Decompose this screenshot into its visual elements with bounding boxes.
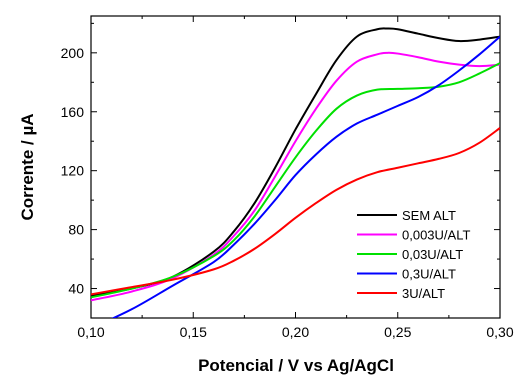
- legend-label-1: 0,003U/ALT: [402, 228, 470, 243]
- legend-label-2: 0,03U/ALT: [402, 247, 463, 262]
- y-tick-label: 200: [61, 45, 85, 61]
- series-line-0: [91, 27, 500, 297]
- series-line-2: [91, 62, 500, 299]
- y-tick-label: 120: [61, 163, 85, 179]
- legend-label-3: 0,3U/ALT: [402, 267, 456, 282]
- series-line-4: [91, 127, 500, 296]
- x-tick-label: 0,20: [282, 324, 309, 340]
- x-tick-label: 0,25: [384, 324, 411, 340]
- y-tick-label: 80: [68, 222, 84, 238]
- series-lines: [91, 27, 500, 318]
- y-tick-label: 160: [61, 104, 85, 120]
- series-line-3: [111, 35, 500, 318]
- legend: SEM ALT 0,003U/ALT 0,03U/ALT 0,3U/ALT 3U/AL…: [357, 208, 470, 301]
- legend-label-4: 3U/ALT: [402, 286, 445, 301]
- legend-label-0: SEM ALT: [402, 208, 456, 223]
- y-tick-label: 40: [68, 281, 84, 297]
- series-line-1: [91, 51, 500, 302]
- x-tick-label: 0,30: [486, 324, 513, 340]
- plot-frame: [90, 15, 501, 319]
- axis-ticks: [90, 16, 501, 318]
- y-axis-title: Corrente / µA: [18, 113, 37, 220]
- tick-labels: 0,10 0,15 0,20 0,25 0,30 40 80 120 160 200: [61, 45, 514, 340]
- x-tick-label: 0,10: [77, 324, 104, 340]
- x-tick-label: 0,15: [180, 324, 207, 340]
- x-axis-title: Potencial / V vs Ag/AgCl: [198, 356, 394, 375]
